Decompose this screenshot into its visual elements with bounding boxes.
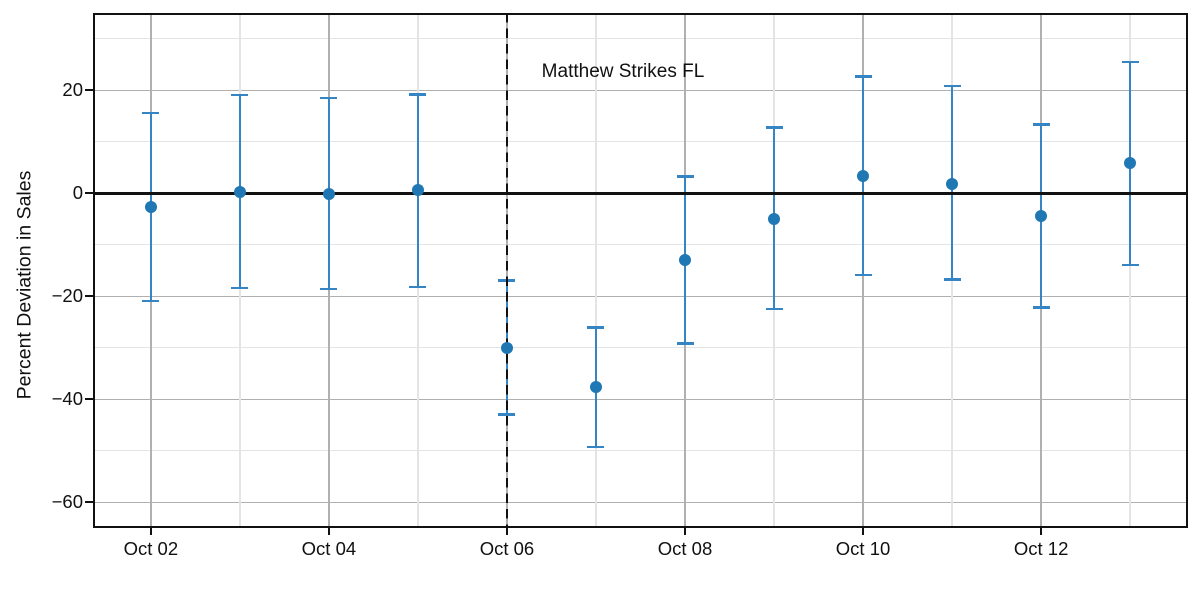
x-axis-tick [1040,528,1042,535]
x-minor-gridline [595,13,597,528]
error-bar-upper-cap [943,84,961,88]
y-major-gridline [93,398,1188,400]
y-tick-label: 20 [62,79,83,101]
event-annotation-label: Matthew Strikes FL [541,61,705,83]
error-bar-lower-cap [587,445,605,449]
error-bar-lower-cap [676,342,694,345]
y-minor-gridline [93,450,1188,452]
y-axis-tick [85,501,93,504]
x-axis-tick [684,528,686,535]
error-bar-upper-cap [231,93,249,97]
x-axis-tick [328,528,330,535]
data-point-marker [946,177,959,190]
y-tick-label: 0 [72,182,83,204]
error-bar-upper-cap [587,326,605,329]
y-axis-tick [85,295,93,298]
error-bar-upper-cap [409,93,427,96]
error-bar-lower-cap [854,273,872,277]
y-major-gridline [93,89,1188,91]
error-bar-lower-cap [1121,263,1139,267]
y-major-gridline [93,501,1188,503]
error-bar-lower-cap [409,285,427,289]
data-point-marker [1124,157,1137,170]
error-bar-upper-cap [676,175,694,179]
data-point-marker [857,169,870,182]
y-axis-title: Percent Deviation in Sales [13,170,36,400]
y-axis-tick [85,192,93,195]
data-point-marker [1035,210,1048,223]
error-bar-lower-cap [765,307,783,311]
x-tick-label: Oct 08 [657,538,713,559]
data-point-marker [411,183,424,196]
error-bar-upper-cap [765,126,783,129]
y-tick-label: −40 [51,388,83,410]
x-tick-label: Oct 02 [123,538,179,559]
x-tick-label: Oct 04 [301,538,357,559]
data-point-marker [589,380,602,393]
error-bar-lower-cap [1032,306,1050,309]
event-dashed-line [505,13,509,528]
x-tick-label: Oct 06 [479,538,535,559]
error-bar-upper-cap [320,96,338,100]
y-tick-label: −60 [51,491,83,513]
error-bar-lower-cap [943,278,961,282]
y-minor-gridline [93,38,1188,40]
data-point-marker [322,188,335,201]
error-bar-upper-cap [854,75,872,78]
data-point-marker [500,341,513,354]
y-major-gridline [93,295,1188,297]
data-point-marker [679,253,691,266]
error-bar-upper-cap [1121,60,1139,64]
x-axis-tick [150,528,152,535]
y-minor-gridline [93,244,1188,246]
x-tick-label: Oct 12 [1013,538,1069,559]
x-axis-tick [862,528,864,535]
x-tick-label: Oct 10 [835,538,891,559]
y-axis-tick [85,398,93,401]
error-bar-lower-cap [142,299,160,303]
data-point-marker [768,213,781,225]
x-minor-gridline [1129,13,1131,528]
y-minor-gridline [93,347,1188,349]
error-bar-upper-cap [1032,122,1050,126]
x-axis-tick [506,528,508,535]
y-tick-label: −20 [51,285,83,307]
y-minor-gridline [93,141,1188,143]
error-bar-lower-cap [320,287,338,291]
y-axis-tick [85,89,93,92]
plot-area: Matthew Strikes FL [93,13,1188,528]
data-point-marker [233,185,246,198]
data-point-marker [144,200,157,213]
error-bar-lower-cap [231,286,249,290]
zero-reference-line [93,191,1188,195]
error-bar-upper-cap [142,111,160,115]
